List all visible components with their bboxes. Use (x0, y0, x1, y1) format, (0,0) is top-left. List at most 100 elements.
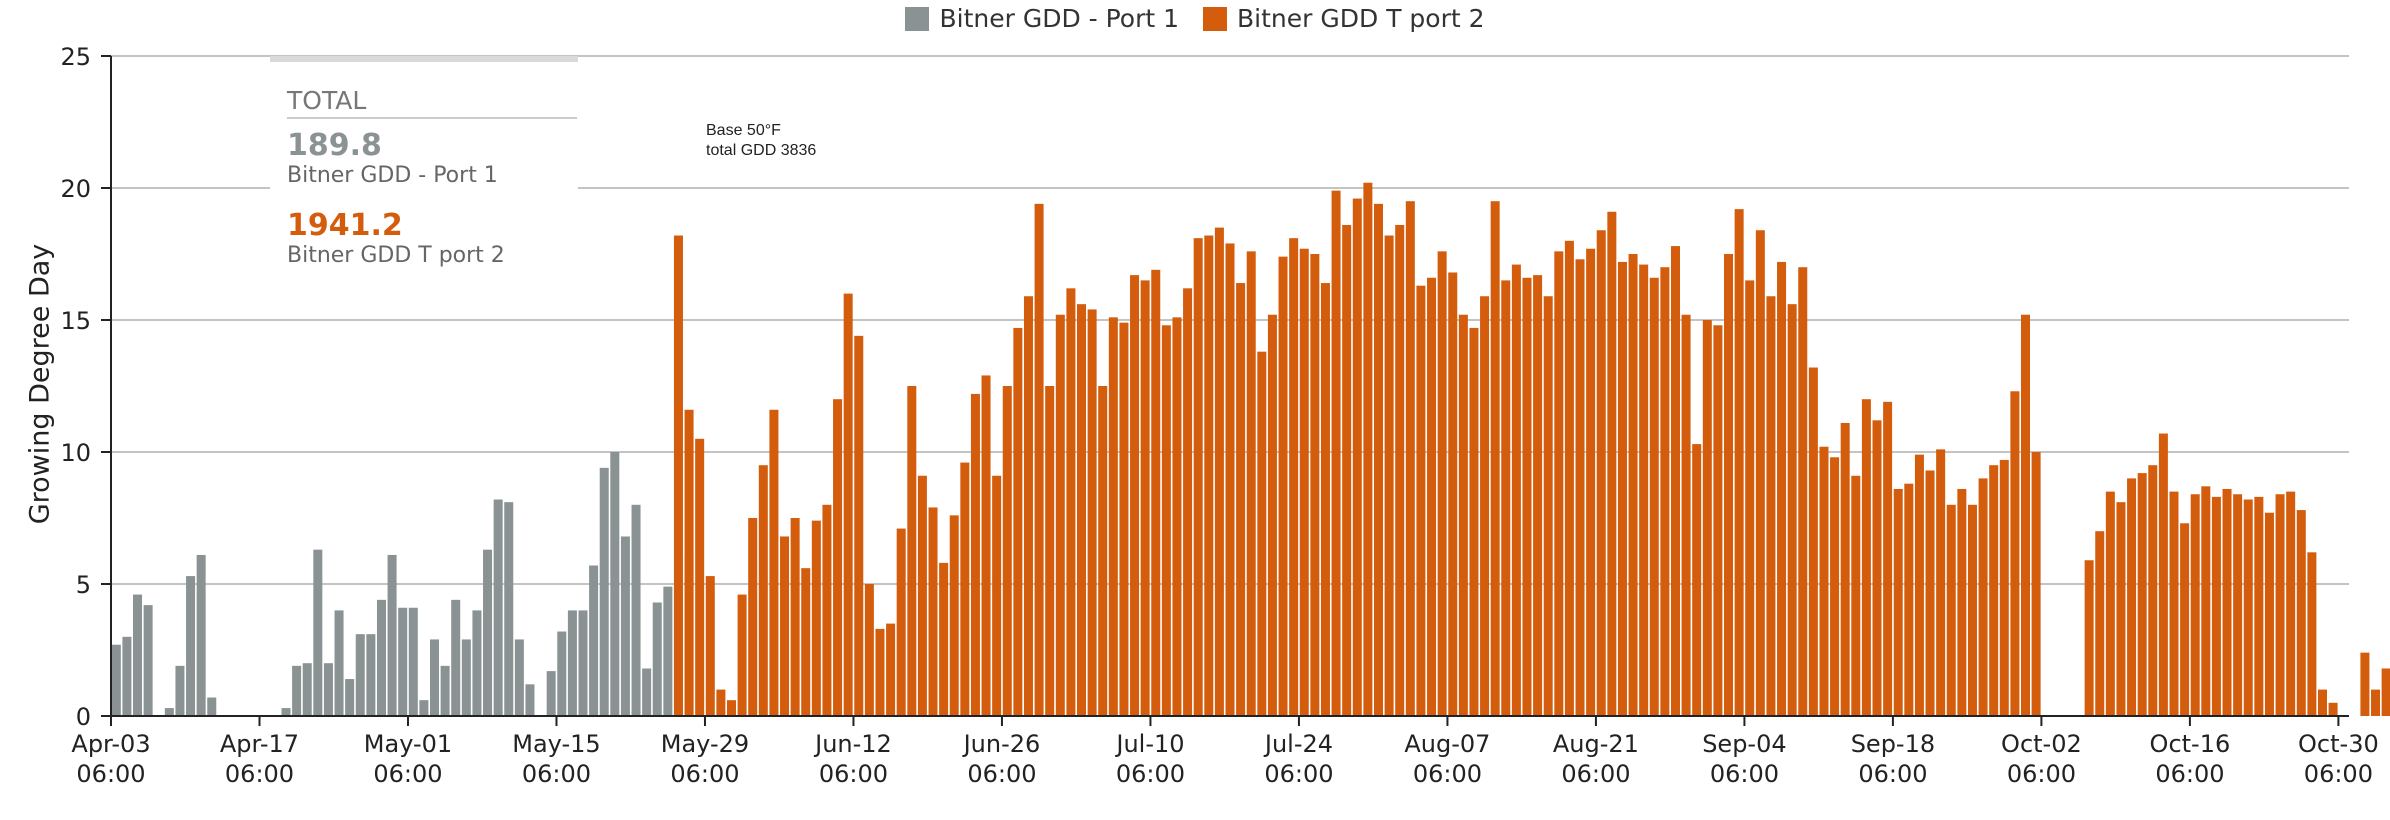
bar-series-2 (1808, 367, 1818, 716)
bar-series-2 (843, 293, 853, 716)
x-tick-label: May-15 06:00 (512, 730, 600, 788)
bar-series-2 (875, 628, 885, 716)
bar-series-2 (1501, 280, 1511, 716)
legend-swatch-port-1 (905, 6, 930, 31)
bar-series-2 (1236, 283, 1246, 716)
bar-series-2 (1533, 275, 1543, 716)
bar-series-2 (1798, 267, 1808, 716)
bar-series-1 (334, 610, 344, 716)
bar-series-1 (186, 576, 196, 716)
bar-series-2 (2137, 473, 2147, 716)
bar-series-1 (302, 663, 312, 716)
bar-series-2 (949, 515, 959, 716)
bar-series-2 (1660, 267, 1670, 716)
bar-series-1 (461, 639, 471, 716)
bar-series-2 (2296, 510, 2306, 716)
bar-series-1 (387, 554, 397, 716)
bar-series-2 (1586, 248, 1596, 716)
bar-series-2 (1458, 314, 1468, 716)
legend-item-port-2[interactable]: Bitner GDD T port 2 (1203, 4, 1485, 33)
bar-series-2 (2222, 488, 2232, 716)
bar-series-1 (345, 679, 355, 716)
bar-series-2 (1427, 277, 1437, 716)
bar-series-1 (376, 599, 386, 716)
x-tick-label: Sep-18 06:00 (1851, 730, 1935, 788)
bar-series-2 (1480, 296, 1490, 716)
total-label-port-1: Bitner GDD - Port 1 (287, 163, 498, 188)
bar-series-2 (1883, 401, 1893, 716)
bar-series-2 (2275, 494, 2285, 716)
bar-series-2 (1066, 288, 1076, 716)
bar-series-2 (1575, 259, 1585, 716)
bar-series-2 (1342, 224, 1352, 716)
legend[interactable]: Bitner GDD - Port 1 Bitner GDD T port 2 (0, 4, 2390, 33)
bar-series-1 (430, 639, 440, 716)
y-tick-label: 10 (60, 439, 91, 467)
bar-series-2 (2031, 452, 2041, 716)
bar-series-2 (2190, 494, 2200, 716)
bar-series-2 (673, 235, 683, 716)
bar-series-1 (546, 671, 556, 716)
bar-series-2 (684, 409, 694, 716)
bar-series-2 (1087, 309, 1097, 716)
bar-series-2 (1596, 230, 1606, 717)
bar-series-2 (1745, 280, 1755, 716)
bar-series-2 (2286, 491, 2296, 716)
bar-series-2 (1861, 399, 1871, 716)
bar-series-2 (1724, 254, 1734, 716)
legend-item-port-1[interactable]: Bitner GDD - Port 1 (905, 4, 1179, 33)
bar-series-2 (1373, 203, 1383, 717)
bar-series-2 (1957, 488, 1967, 716)
axes: 0 5 10 15 20 25 Apr-03 06:00 Apr-17 06:00 May-01 06… (60, 43, 2378, 788)
bar-series-1 (175, 665, 185, 716)
annotation-total: total GDD 3836 (706, 142, 817, 159)
bar-series-2 (726, 700, 736, 716)
bar-series-2 (917, 475, 927, 716)
bar-series-2 (1183, 288, 1193, 716)
bar-series-1 (642, 668, 652, 716)
total-label-port-2: Bitner GDD T port 2 (287, 243, 505, 268)
bar-series-1 (133, 594, 143, 716)
bar-series-2 (2127, 478, 2137, 716)
bar-series-2 (790, 518, 800, 716)
bar-series-2 (1692, 444, 1702, 716)
legend-label-port-1: Bitner GDD - Port 1 (939, 4, 1180, 33)
bar-series-1 (589, 565, 599, 716)
bar-series-1 (281, 708, 291, 716)
bar-series-2 (1416, 285, 1426, 716)
bar-series-2 (1299, 248, 1309, 716)
x-tick-label: Oct-02 06:00 (2001, 730, 2082, 788)
bar-series-1 (652, 602, 662, 716)
bar-series-2 (1469, 327, 1479, 716)
bar-series-2 (992, 475, 1002, 716)
bar-series-2 (2254, 496, 2264, 716)
bar-series-2 (2095, 531, 2105, 716)
bar-series-2 (1278, 256, 1288, 716)
bar-series-2 (2317, 689, 2327, 716)
bar-series-2 (1204, 235, 1214, 716)
bar-series-2 (1872, 420, 1882, 716)
bar-series-2 (1904, 483, 1914, 716)
bar-series-2 (1225, 243, 1235, 716)
bar-series-2 (758, 465, 768, 716)
bar-series-2 (2381, 668, 2390, 716)
bar-series-2 (1395, 224, 1405, 716)
bar-series-2 (2084, 560, 2094, 716)
bar-series-2 (1787, 304, 1797, 716)
bar-series-2 (1384, 235, 1394, 716)
bar-series-2 (1437, 251, 1447, 717)
bar-series-2 (1946, 504, 1956, 716)
bar-series-2 (939, 562, 949, 716)
totals-panel-bar (270, 56, 578, 62)
bar-series-2 (1840, 422, 1850, 716)
bar-series-2 (1607, 211, 1617, 716)
bar-series-2 (1999, 459, 2009, 716)
bar-series-2 (1161, 325, 1171, 716)
totals-divider (287, 117, 577, 119)
bar-series-2 (811, 520, 821, 716)
bar-series-2 (1766, 296, 1776, 716)
bar-series-2 (1702, 320, 1712, 716)
bar-series-2 (1511, 264, 1521, 716)
bar-series-2 (1522, 277, 1532, 716)
bar-series-2 (1193, 238, 1203, 716)
